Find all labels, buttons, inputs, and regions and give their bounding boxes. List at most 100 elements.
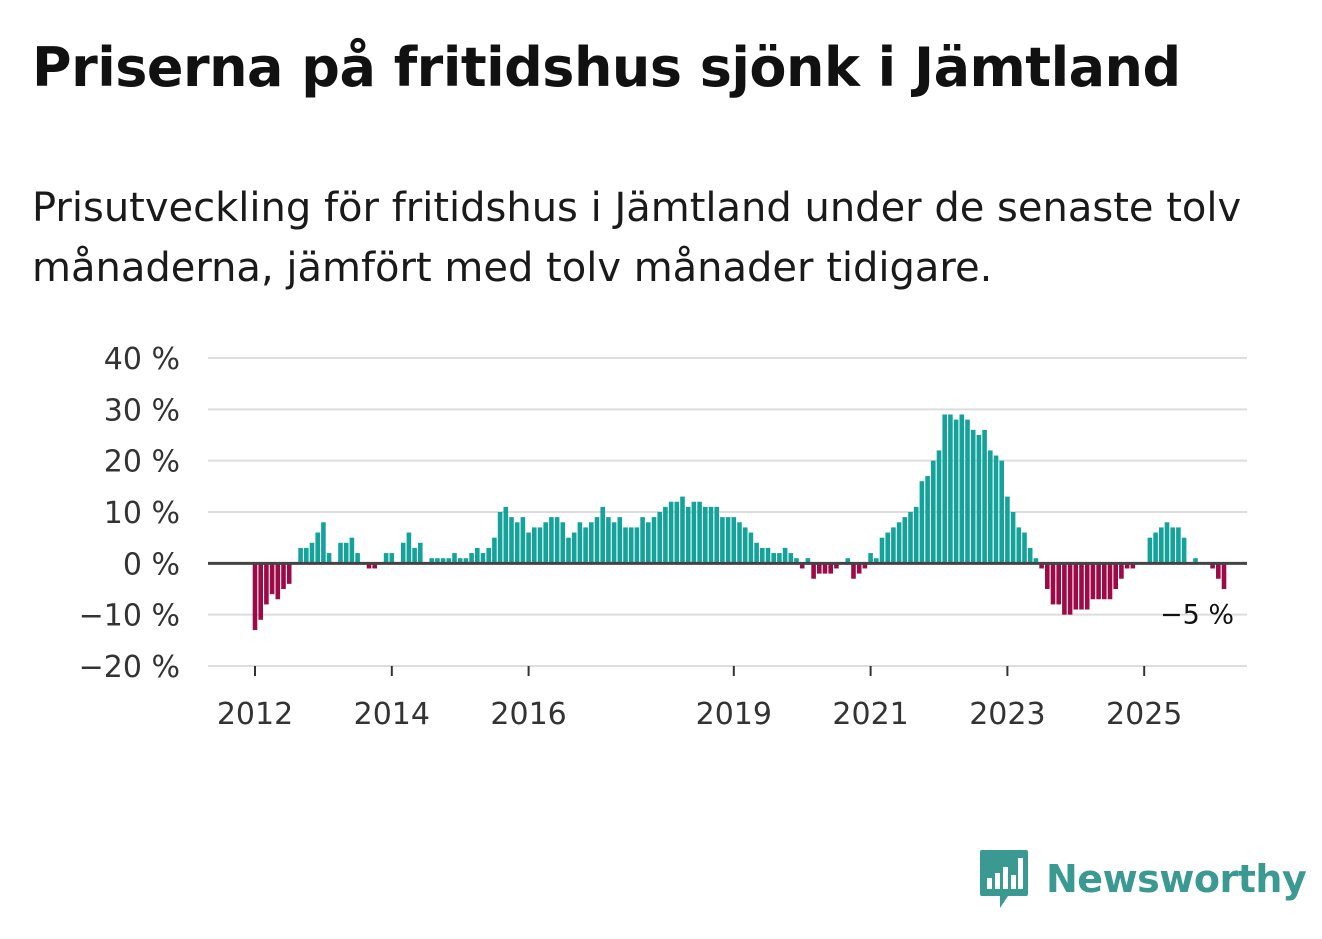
- bar: [269, 563, 275, 595]
- last-value-label: −5 %: [1160, 600, 1234, 631]
- bar: [1176, 527, 1181, 564]
- bar: [338, 542, 343, 564]
- bar: [571, 532, 577, 564]
- bar: [1010, 512, 1016, 564]
- bar: [634, 527, 640, 564]
- bar: [275, 563, 281, 600]
- bar: [862, 563, 868, 569]
- y-axis: −20 % −10 % 0 % 10 % 20 % 30 % 40 %: [79, 342, 180, 685]
- x-tick-label: 2019: [696, 697, 772, 732]
- bar: [999, 460, 1004, 564]
- bar: [589, 522, 594, 564]
- bar: [993, 455, 999, 564]
- bar: [640, 517, 645, 564]
- bar: [355, 553, 360, 564]
- bar: [372, 563, 377, 569]
- bar: [315, 532, 320, 564]
- bar: [1147, 537, 1153, 564]
- bar: [1056, 563, 1061, 605]
- bar: [851, 563, 856, 579]
- bar: [554, 517, 560, 564]
- bar: [1005, 496, 1010, 564]
- bar: [264, 563, 269, 605]
- bar: [475, 547, 480, 564]
- bar: [623, 527, 628, 564]
- bar: [1045, 563, 1050, 589]
- bar: [931, 460, 936, 564]
- bar: [777, 553, 782, 564]
- bar: [680, 496, 685, 564]
- bar: [1033, 558, 1039, 564]
- bar: [976, 435, 982, 564]
- bar: [874, 558, 879, 564]
- bar: [1170, 527, 1175, 564]
- bar: [982, 429, 987, 564]
- bar: [611, 522, 617, 564]
- bar: [560, 522, 566, 564]
- bar: [1153, 532, 1158, 564]
- bar: [685, 506, 691, 564]
- bar: [742, 527, 748, 564]
- x-tick-label: 2016: [490, 697, 566, 732]
- x-tick-label: 2014: [354, 697, 430, 732]
- bar: [349, 537, 355, 564]
- bar: [942, 414, 947, 564]
- bar: [782, 547, 788, 564]
- bar: [606, 517, 611, 564]
- bar: [1062, 563, 1067, 615]
- bar: [343, 542, 349, 564]
- bar: [731, 517, 737, 564]
- bar: [537, 527, 543, 564]
- gridlines: [208, 357, 1247, 667]
- bar: [1119, 563, 1124, 579]
- bar: [697, 501, 702, 564]
- y-tick-label: 20 %: [104, 445, 180, 480]
- bar: [400, 542, 406, 564]
- bar: [1193, 558, 1198, 564]
- newsworthy-logo[interactable]: Newsworthy: [978, 848, 1307, 910]
- bar: [412, 547, 417, 564]
- bar: [691, 501, 697, 564]
- bar: [714, 506, 719, 564]
- bar: [1216, 563, 1221, 579]
- bar: [321, 522, 326, 564]
- bar: [788, 553, 794, 564]
- bar: [720, 517, 725, 564]
- bar: [646, 522, 651, 564]
- bar: [594, 517, 600, 564]
- bar: [1221, 563, 1227, 589]
- bar: [760, 547, 765, 564]
- bar: [879, 537, 885, 564]
- bar-chart: −20 %−10 %0 %10 %20 %30 %40 % 2012 2014 20…: [79, 342, 1247, 732]
- bar: [452, 553, 457, 564]
- bar: [1022, 532, 1027, 564]
- bar: [896, 522, 902, 564]
- bar: [1073, 563, 1079, 610]
- bar: [492, 537, 497, 564]
- bar: [1027, 547, 1033, 564]
- bar: [657, 512, 662, 564]
- bar: [617, 517, 623, 564]
- bar: [286, 563, 292, 584]
- bar: [970, 429, 976, 564]
- bar: [532, 527, 537, 564]
- chart-subtitle: Prisutveckling för fritidshus i Jämtland…: [32, 185, 1242, 291]
- bar: [566, 537, 571, 564]
- bar: [1016, 527, 1022, 564]
- bar: [435, 558, 440, 564]
- bar: [480, 553, 486, 564]
- bar: [600, 506, 605, 564]
- bar: [281, 563, 286, 589]
- bar: [663, 506, 668, 564]
- bar: [1050, 563, 1056, 605]
- bar: [794, 558, 799, 564]
- brand-name: Newsworthy: [1046, 857, 1307, 901]
- bar: [822, 563, 828, 574]
- y-tick-label: −20 %: [79, 650, 180, 685]
- bar: [965, 419, 970, 564]
- bar: [1039, 563, 1044, 569]
- bar: [1079, 563, 1084, 610]
- bar: [503, 506, 509, 564]
- y-tick-label: 0 %: [123, 547, 180, 582]
- bar: [703, 506, 708, 564]
